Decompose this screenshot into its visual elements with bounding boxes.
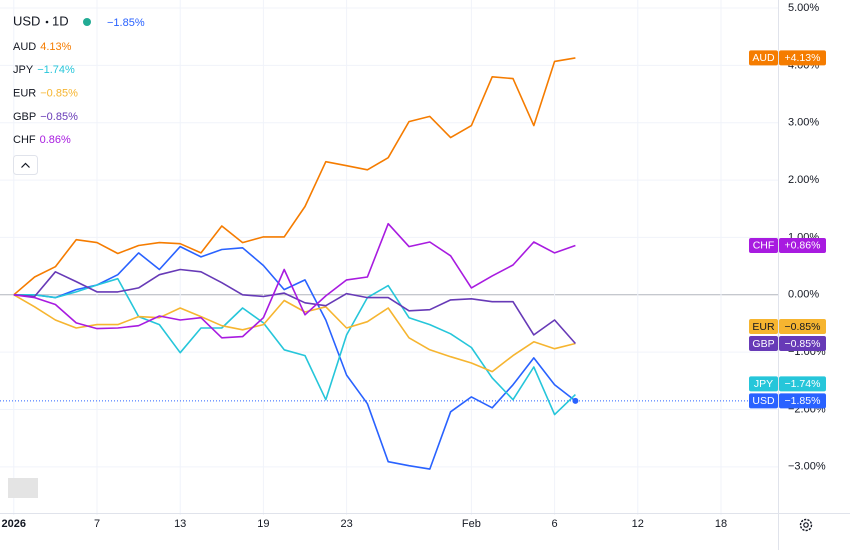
badge-layer: USD −1.85% JPY −1.74% GBP −0.85% EUR −0.85% CHF +… bbox=[749, 50, 826, 409]
badge-value: −1.74% bbox=[785, 378, 821, 390]
x-tick-label: 23 bbox=[340, 518, 352, 530]
gear-inner bbox=[803, 522, 809, 528]
legend-name: AUD bbox=[13, 41, 36, 53]
axis-layer: 5.00%4.00%3.00%2.00%1.00%0.00%−1.00%−2.0… bbox=[2, 2, 826, 530]
badge-value: +0.86% bbox=[785, 240, 821, 252]
gear-outer bbox=[799, 518, 813, 532]
y-tick-label: 2.00% bbox=[788, 174, 819, 186]
badge-value: −0.85% bbox=[785, 338, 821, 350]
y-tick-label: −3.00% bbox=[788, 461, 826, 473]
last-point bbox=[572, 397, 579, 404]
series-line bbox=[13, 268, 576, 345]
x-tick-label: 18 bbox=[715, 518, 727, 530]
legend: USD 1D −1.85% AUD 4.13% JPY −1.74%EUR −0.85%… bbox=[13, 13, 145, 175]
symbol-change: −1.85% bbox=[107, 17, 145, 29]
legend-value: 4.13% bbox=[40, 41, 71, 53]
badge-value: +4.13% bbox=[785, 52, 821, 64]
x-tick-label: 6 bbox=[552, 518, 558, 530]
settings-button[interactable] bbox=[799, 518, 813, 532]
badge-name: CHF bbox=[753, 240, 775, 252]
x-tick-label: 19 bbox=[257, 518, 269, 530]
badge-name: JPY bbox=[754, 378, 773, 390]
badge-name: AUD bbox=[752, 52, 775, 64]
badge-name-bg bbox=[749, 237, 778, 253]
legend-value: 0.86% bbox=[40, 134, 71, 146]
market-status[interactable] bbox=[83, 18, 91, 26]
badge-name: GBP bbox=[752, 338, 774, 350]
x-tick-label: 13 bbox=[174, 518, 186, 530]
badge-name: USD bbox=[752, 395, 775, 407]
badge-value: −1.85% bbox=[785, 395, 821, 407]
badge-name-bg bbox=[749, 336, 778, 352]
line-layer bbox=[0, 57, 778, 470]
x-tick-label: Feb bbox=[462, 518, 481, 530]
collapse-legend-button[interactable] bbox=[13, 155, 38, 175]
y-tick-label: 5.00% bbox=[788, 2, 819, 14]
legend-name: EUR bbox=[13, 88, 36, 100]
legend-value: −0.85% bbox=[40, 88, 78, 100]
separator-dot bbox=[45, 20, 49, 24]
badge-value-bg bbox=[779, 376, 826, 392]
collapse-icon bbox=[21, 162, 30, 168]
badge-value-bg bbox=[779, 319, 826, 335]
y-tick-label: 0.00% bbox=[788, 289, 819, 301]
grid-layer bbox=[0, 0, 778, 515]
legend-value: −0.85% bbox=[40, 111, 78, 123]
series-line bbox=[13, 245, 576, 470]
series-line bbox=[13, 57, 576, 296]
y-tick-label: 3.00% bbox=[788, 117, 819, 129]
x-tick-label: 12 bbox=[632, 518, 644, 530]
series-line bbox=[13, 277, 576, 416]
badge-value: −0.85% bbox=[785, 321, 821, 333]
series-line bbox=[13, 222, 576, 339]
badge-name: EUR bbox=[752, 321, 775, 333]
badge-name-bg bbox=[749, 376, 778, 392]
x-tick-label: 7 bbox=[94, 518, 100, 530]
x-tick-label: 2026 bbox=[2, 518, 26, 530]
legend-name: JPY bbox=[13, 64, 34, 76]
badge-name-bg bbox=[749, 50, 778, 66]
legend-value: −1.74% bbox=[37, 64, 75, 76]
legend-name: CHF bbox=[13, 134, 36, 146]
legend-name: GBP bbox=[13, 111, 36, 123]
watermark bbox=[8, 478, 38, 498]
badge-name-bg bbox=[749, 393, 778, 409]
interval[interactable]: 1D bbox=[52, 13, 69, 28]
badge-value-bg bbox=[779, 336, 826, 352]
badge-name-bg bbox=[749, 319, 778, 335]
symbol: USD bbox=[13, 13, 40, 28]
series-line bbox=[13, 294, 576, 373]
badge-value-bg bbox=[779, 50, 826, 66]
badge-value-bg bbox=[779, 393, 826, 409]
badge-value-bg bbox=[779, 237, 826, 253]
